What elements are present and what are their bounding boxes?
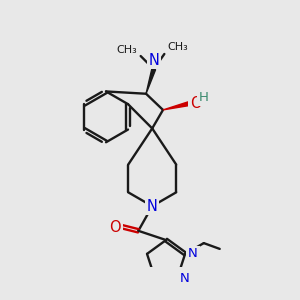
Text: H: H (199, 91, 209, 104)
Text: N: N (188, 248, 198, 260)
Polygon shape (146, 68, 156, 94)
Text: O: O (110, 220, 121, 235)
Polygon shape (163, 102, 189, 110)
Text: CH₃: CH₃ (117, 44, 138, 55)
Text: O: O (190, 96, 202, 111)
Text: N: N (148, 52, 159, 68)
Text: N: N (147, 199, 158, 214)
Text: CH₃: CH₃ (167, 42, 188, 52)
Text: N: N (180, 272, 190, 285)
